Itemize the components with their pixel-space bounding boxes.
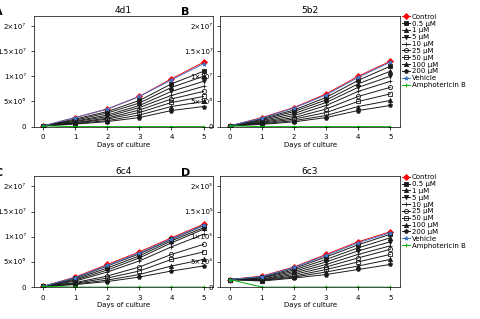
X-axis label: Days of culture: Days of culture <box>284 302 336 308</box>
Legend: Control, 0.5 μM, 1 μM, 5 μM, 10 μM, 25 μM, 50 μM, 100 μM, 200 μM, Vehicle, Ampho: Control, 0.5 μM, 1 μM, 5 μM, 10 μM, 25 μ… <box>402 174 466 249</box>
Legend: Control, 0.5 μM, 1 μM, 5 μM, 10 μM, 25 μM, 50 μM, 100 μM, 200 μM, Vehicle, Ampho: Control, 0.5 μM, 1 μM, 5 μM, 10 μM, 25 μ… <box>402 14 466 88</box>
Text: A: A <box>0 7 3 17</box>
Text: D: D <box>181 167 190 178</box>
X-axis label: Days of culture: Days of culture <box>97 142 150 148</box>
Title: 5b2: 5b2 <box>301 6 319 15</box>
Text: B: B <box>181 7 189 17</box>
X-axis label: Days of culture: Days of culture <box>284 142 336 148</box>
Text: C: C <box>0 167 2 178</box>
Title: 6c3: 6c3 <box>302 167 318 176</box>
Title: 6c4: 6c4 <box>115 167 132 176</box>
X-axis label: Days of culture: Days of culture <box>97 302 150 308</box>
Title: 4d1: 4d1 <box>115 6 132 15</box>
